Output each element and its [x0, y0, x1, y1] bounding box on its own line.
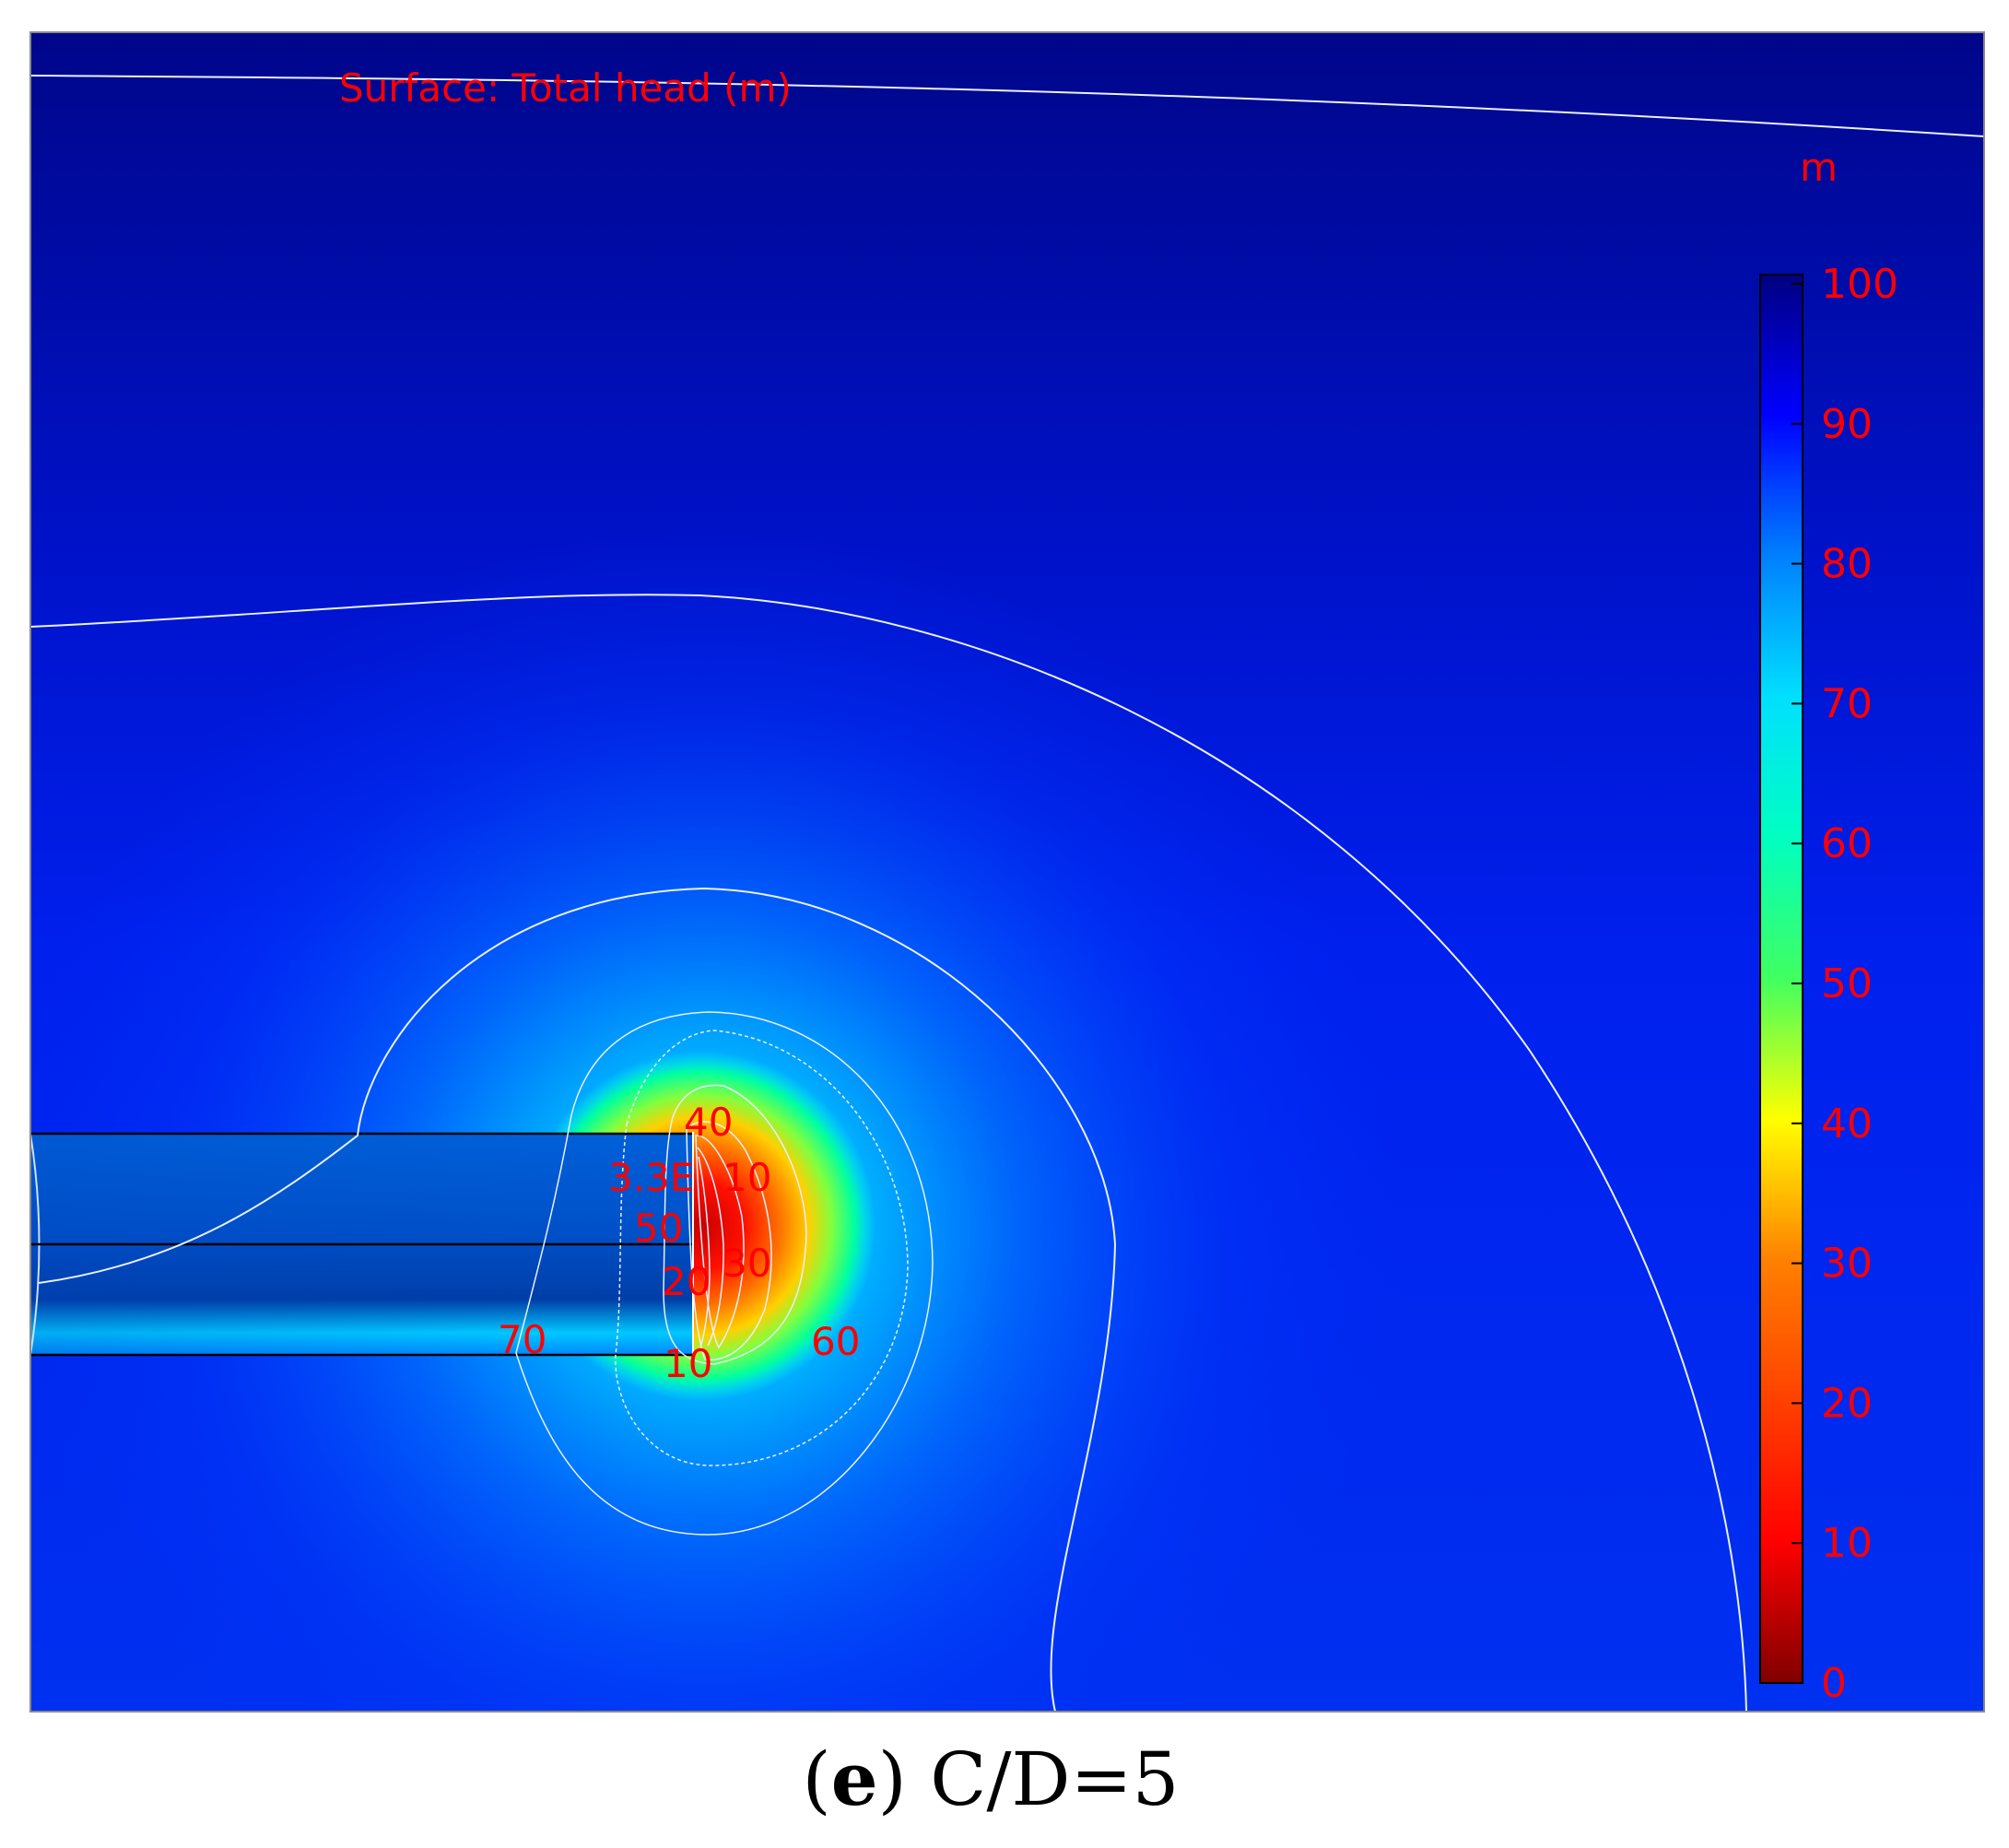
colorbar-tick-label: 10: [1821, 1520, 1873, 1567]
contour-line-10: [698, 1156, 711, 1348]
colorbar-tick-label: 90: [1821, 401, 1873, 448]
tunnel: [30, 1132, 694, 1357]
colorbar-tick-label: 100: [1821, 261, 1898, 308]
contour-label-70: 70: [498, 1317, 546, 1362]
caption-close-paren: ): [878, 1736, 907, 1822]
contour-line-20: [697, 1147, 724, 1347]
colorbar-tick-label: 60: [1821, 820, 1873, 867]
contour-line-70: [515, 1011, 934, 1536]
colorbar-tick-label: 30: [1821, 1241, 1873, 1288]
caption-letter: e: [831, 1736, 878, 1822]
contour-label-40: 40: [684, 1100, 733, 1145]
colorbar-tick-label: 0: [1821, 1660, 1847, 1707]
colorbar-unit-label: m: [1800, 145, 1838, 190]
contour-labels: 40 3.3E 10 50 30 20 70 60 10: [498, 1100, 860, 1386]
head-gradient-field: [30, 32, 1984, 1712]
contour-label-3-3e: 3.3E: [608, 1155, 694, 1200]
contour-label-60: 60: [811, 1319, 860, 1364]
contour-line-large: [38, 887, 1117, 1712]
colorbar-ramp: [1759, 274, 1803, 1684]
figure-caption: (e) C/D=5: [802, 1736, 1179, 1822]
contour-label-50: 50: [634, 1206, 683, 1251]
contour-line-top: [30, 75, 1984, 137]
colorbar-tick-label: 40: [1821, 1101, 1873, 1148]
plot-frame: [29, 31, 1985, 1713]
contour-label-10-upper: 10: [723, 1155, 771, 1200]
contour-lines: [30, 75, 1984, 1712]
caption-open-paren: (: [802, 1736, 830, 1822]
contour-line-30: [695, 1135, 745, 1349]
colorbar-tick-label: 70: [1821, 680, 1873, 727]
colorbar-tick-label: 20: [1821, 1380, 1873, 1427]
contour-line-60: [615, 1030, 909, 1466]
plot-area: 40 3.3E 10 50 30 20 70 60 10 Surface: To…: [30, 32, 1984, 1712]
caption-text: C/D=5: [907, 1736, 1180, 1822]
colorbar-tick-label: 80: [1821, 541, 1873, 588]
contour-line-outer: [30, 594, 1747, 1712]
plot-title: Surface: Total head (m): [339, 65, 792, 111]
contour-line-50: [663, 1084, 807, 1365]
contour-label-10-lower: 10: [664, 1341, 712, 1386]
colorbar-tick-label: 50: [1821, 960, 1873, 1007]
contour-line-40: [686, 1121, 772, 1361]
contour-label-20: 20: [662, 1259, 711, 1304]
contour-label-30: 30: [723, 1241, 771, 1286]
